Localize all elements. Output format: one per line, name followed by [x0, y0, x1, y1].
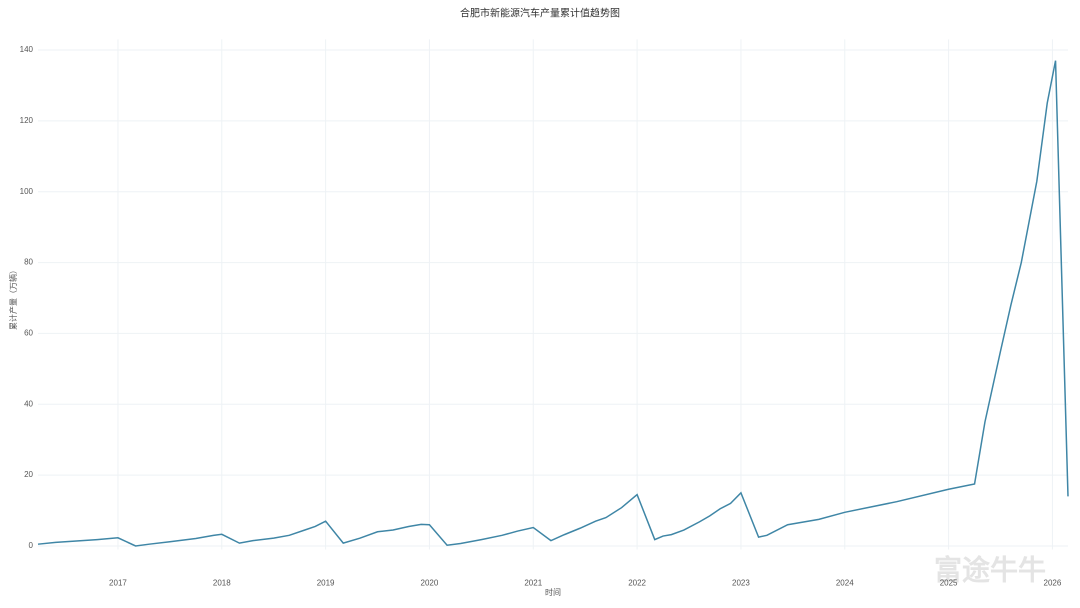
x-tick-label: 2025	[940, 579, 958, 588]
watermark: 富途牛牛	[934, 553, 1046, 585]
data-line	[37, 60, 1069, 547]
y-tick-label: 0	[29, 541, 34, 550]
y-tick-label: 140	[20, 45, 34, 54]
x-tick-label: 2019	[317, 579, 335, 588]
x-tick-label: 2023	[732, 579, 750, 588]
x-tick-label: 2018	[213, 579, 231, 588]
y-tick-label: 120	[20, 116, 34, 125]
x-tick-label: 2022	[628, 579, 646, 588]
y-axis-label: 累计产量（万辆）	[8, 266, 18, 330]
y-tick-label: 100	[20, 187, 34, 196]
x-tick-label: 2021	[524, 579, 542, 588]
x-tick-label: 2026	[1044, 579, 1062, 588]
x-axis-label: 时间	[545, 587, 561, 597]
y-tick-label: 20	[24, 470, 33, 479]
x-tick-label: 2020	[421, 579, 439, 588]
y-tick-label: 40	[24, 399, 33, 408]
x-tick-label: 2024	[836, 579, 854, 588]
y-tick-label: 80	[24, 258, 33, 267]
x-tick-label: 2017	[109, 579, 127, 588]
y-tick-label: 60	[24, 329, 33, 338]
chart-title: 合肥市新能源汽车产量累计值趋势图	[460, 7, 620, 20]
